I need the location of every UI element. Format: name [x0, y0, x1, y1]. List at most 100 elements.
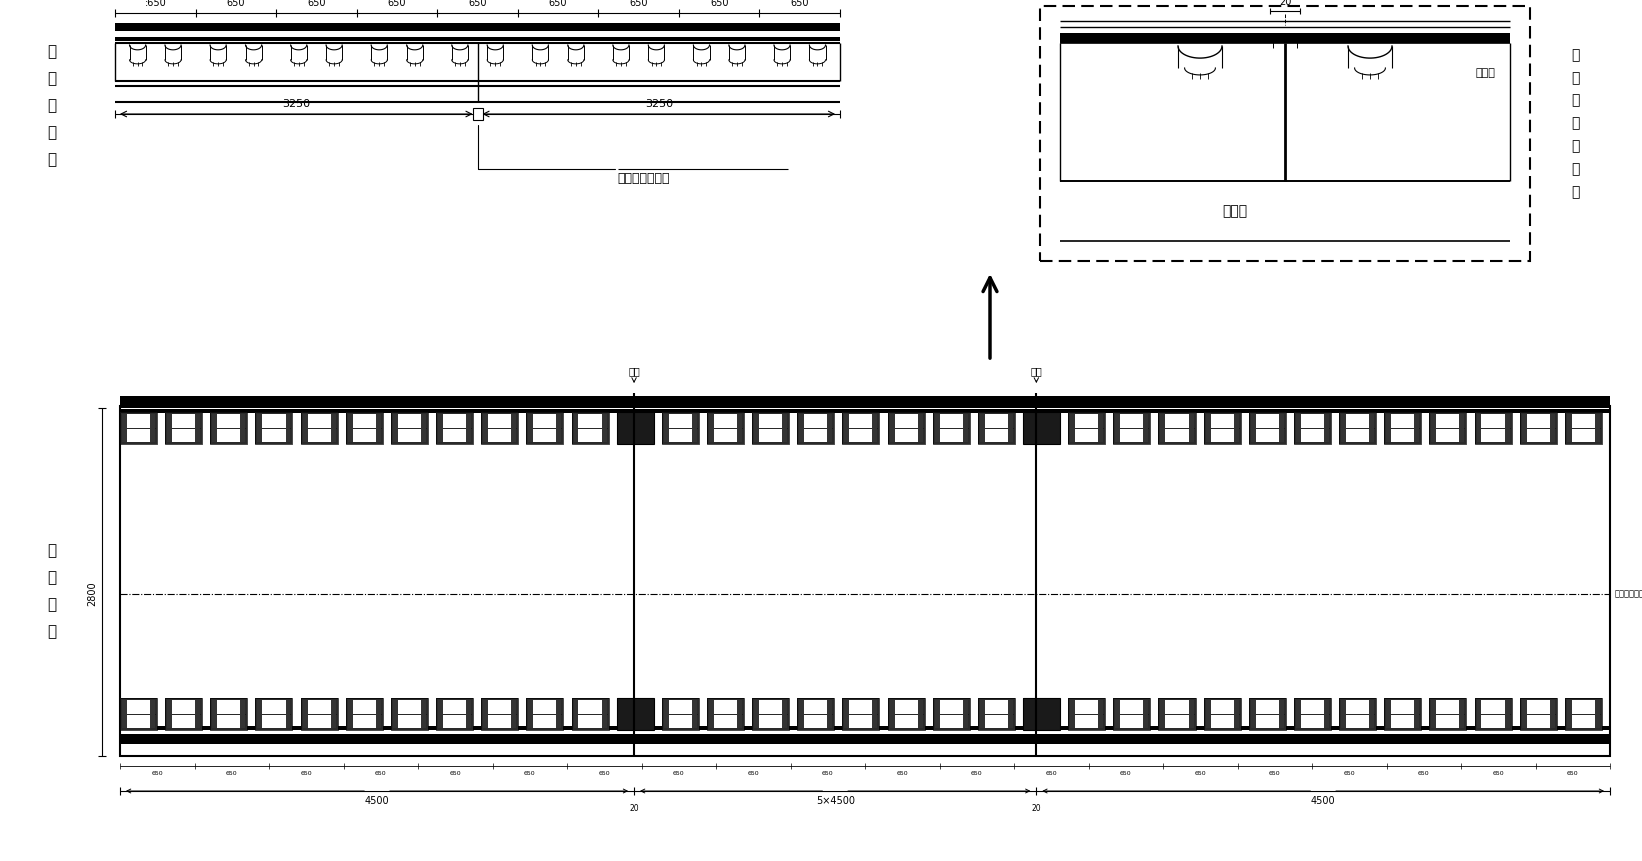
Bar [481, 698, 519, 730]
Bar [1250, 698, 1286, 730]
Bar [844, 414, 849, 442]
Bar [376, 700, 381, 728]
Text: 650: 650 [1194, 771, 1207, 776]
Bar [1369, 700, 1374, 728]
Text: 650: 650 [374, 771, 386, 776]
Bar [466, 700, 471, 728]
Bar [890, 700, 923, 728]
Text: 650: 650 [897, 771, 908, 776]
Bar [1476, 700, 1481, 728]
Bar [1143, 700, 1148, 728]
Bar [529, 414, 534, 442]
Bar [1008, 414, 1013, 442]
Bar [1296, 414, 1300, 442]
Bar [1233, 700, 1238, 728]
Bar [1386, 414, 1419, 442]
Bar [557, 414, 562, 442]
Bar [438, 414, 443, 442]
Bar [1071, 700, 1076, 728]
Bar [392, 414, 397, 442]
Bar [120, 726, 1611, 730]
Bar [1205, 700, 1238, 728]
Bar [240, 414, 245, 442]
Bar [392, 700, 425, 728]
Bar [890, 414, 895, 442]
Bar [1475, 698, 1512, 730]
Bar [709, 414, 714, 442]
Bar [120, 406, 1611, 756]
Bar [1565, 698, 1603, 730]
Bar [1069, 698, 1105, 730]
Text: 650: 650 [673, 771, 685, 776]
Bar [122, 414, 154, 442]
Bar [167, 414, 200, 442]
Bar [800, 414, 805, 442]
Bar [979, 698, 1015, 730]
Text: 650: 650 [1566, 771, 1578, 776]
Bar [798, 698, 834, 730]
Text: 650: 650 [227, 771, 238, 776]
Bar [483, 700, 516, 728]
Bar [1069, 412, 1105, 444]
Bar [1430, 698, 1466, 730]
Bar [1476, 700, 1509, 728]
Bar [1115, 700, 1120, 728]
Text: 支承层: 支承层 [1222, 204, 1248, 218]
Bar [212, 414, 217, 442]
Bar [844, 700, 849, 728]
Bar [166, 698, 202, 730]
Bar [1159, 698, 1195, 730]
Bar [1594, 414, 1599, 442]
Bar [529, 700, 534, 728]
Bar [1294, 698, 1332, 730]
Text: 650: 650 [1419, 771, 1430, 776]
Bar [466, 414, 471, 442]
Bar [844, 700, 877, 728]
Bar [798, 698, 834, 730]
Bar [167, 414, 172, 442]
Bar [1460, 700, 1465, 728]
Bar [1566, 700, 1599, 728]
Bar [149, 700, 154, 728]
Bar [798, 412, 834, 444]
Bar [1476, 414, 1481, 442]
Bar [601, 414, 606, 442]
Text: 650: 650 [1120, 771, 1131, 776]
Bar [115, 23, 841, 31]
Bar [1098, 700, 1103, 728]
Bar [1279, 700, 1284, 728]
Bar [286, 700, 291, 728]
Bar [980, 700, 1013, 728]
Bar [557, 700, 562, 728]
Text: 5×4500: 5×4500 [816, 796, 855, 806]
Bar [1565, 698, 1603, 730]
Bar [1296, 414, 1328, 442]
Bar [1566, 414, 1571, 442]
Text: 650: 650 [300, 771, 312, 776]
Bar [529, 414, 562, 442]
Bar [782, 700, 787, 728]
Bar [122, 700, 126, 728]
Text: 650: 650 [468, 0, 486, 8]
Bar [256, 698, 292, 730]
Bar [1476, 414, 1509, 442]
Bar [483, 414, 516, 442]
Bar [346, 412, 383, 444]
Bar [437, 698, 473, 730]
Bar [1384, 412, 1422, 444]
Bar [1520, 698, 1557, 730]
Bar [1251, 414, 1284, 442]
Bar [1071, 700, 1103, 728]
Bar [391, 698, 429, 730]
Bar [348, 700, 381, 728]
Bar [1115, 414, 1120, 442]
Bar [872, 700, 877, 728]
Bar [1432, 414, 1465, 442]
Bar [1204, 698, 1241, 730]
Bar [286, 414, 291, 442]
Text: 20: 20 [1279, 0, 1291, 7]
Bar [195, 700, 200, 728]
Bar [1520, 412, 1557, 444]
Bar [828, 700, 832, 728]
Bar [330, 414, 335, 442]
